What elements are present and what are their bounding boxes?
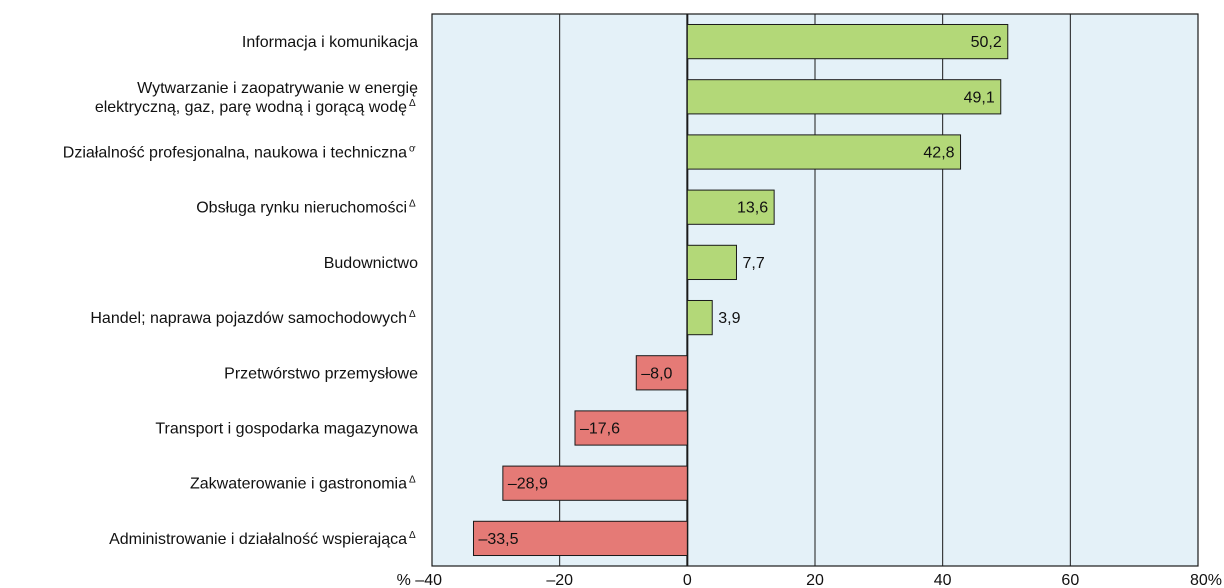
category-label: Działalność profesjonalna, naukowa i tec… bbox=[63, 145, 407, 162]
category-label: Wytwarzanie i zaopatrywanie w energię bbox=[137, 80, 418, 97]
category-label: Informacja i komunikacja bbox=[242, 34, 418, 51]
data-label: –28,9 bbox=[508, 476, 548, 493]
x-tick-label: –20 bbox=[546, 572, 573, 588]
category-label: Przetwórstwo przemysłowe bbox=[224, 365, 418, 382]
data-label: 50,2 bbox=[971, 34, 1002, 51]
x-tick-label: 60 bbox=[1061, 572, 1079, 588]
category-label: elektryczną, gaz, parę wodną i gorącą wo… bbox=[95, 99, 407, 116]
bar bbox=[635, 355, 688, 391]
data-label: 7,7 bbox=[742, 255, 764, 272]
category-label: Transport i gospodarka magazynowa bbox=[155, 421, 418, 438]
category-note: Δ bbox=[409, 98, 416, 109]
bar bbox=[686, 23, 1009, 60]
category-label: Budownictwo bbox=[324, 255, 418, 272]
category-note: Δ bbox=[409, 199, 416, 210]
bar bbox=[686, 79, 1002, 115]
bar bbox=[686, 189, 775, 225]
bar bbox=[686, 244, 737, 281]
category-label: Obsługa rynku nieruchomości bbox=[196, 200, 407, 217]
data-label: –17,6 bbox=[580, 421, 620, 438]
data-label: 42,8 bbox=[923, 145, 954, 162]
category-note: Δ bbox=[409, 309, 416, 320]
category-label: Administrowanie i działalność wspierając… bbox=[109, 531, 407, 548]
data-label: –33,5 bbox=[478, 531, 518, 548]
bar bbox=[574, 410, 688, 446]
bar bbox=[502, 465, 688, 501]
x-tick-label: 80% bbox=[1190, 572, 1222, 588]
bar bbox=[472, 520, 688, 557]
category-note: Δ bbox=[409, 475, 416, 486]
data-label: 3,9 bbox=[718, 310, 740, 327]
x-tick-label: % –40 bbox=[397, 572, 442, 588]
data-label: 13,6 bbox=[737, 200, 768, 217]
category-note: ơ bbox=[409, 144, 416, 155]
data-label: 49,1 bbox=[964, 89, 995, 106]
x-tick-label: 0 bbox=[683, 572, 692, 588]
data-label: –8,0 bbox=[641, 365, 672, 382]
bar bbox=[686, 134, 962, 170]
x-tick-label: 20 bbox=[806, 572, 824, 588]
x-tick-label: 40 bbox=[934, 572, 952, 588]
bar bbox=[686, 299, 713, 336]
category-label: Handel; naprawa pojazdów samochodowych bbox=[90, 310, 407, 327]
category-note: Δ bbox=[409, 530, 416, 541]
category-label: Zakwaterowanie i gastronomia bbox=[190, 476, 407, 493]
